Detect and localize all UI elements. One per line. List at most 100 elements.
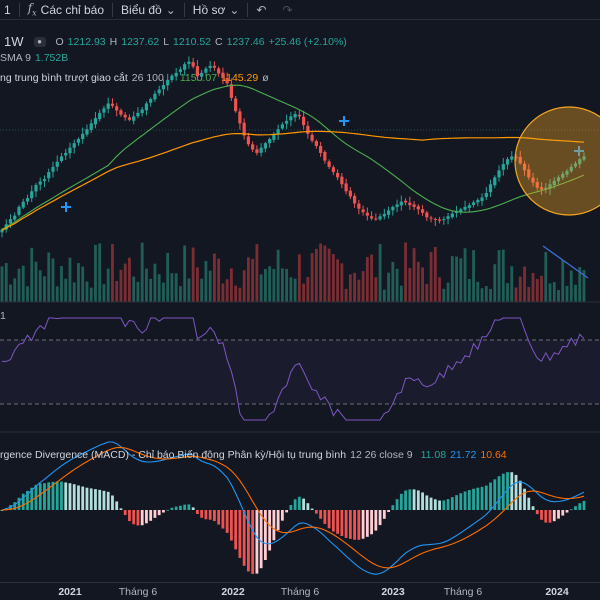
volume-bar xyxy=(314,248,318,302)
template-menu-button[interactable]: Hồ sơ ⌄ xyxy=(185,0,248,20)
candle-body xyxy=(319,145,323,153)
volume-bar xyxy=(319,243,323,302)
macd-histogram-bar xyxy=(472,488,475,510)
volume-bar xyxy=(13,278,17,302)
macd-histogram-bar xyxy=(208,510,212,520)
volume-bar xyxy=(200,278,204,302)
ma-cross-params: 26 100 xyxy=(131,72,164,84)
candle-body xyxy=(166,79,170,86)
volume-bar xyxy=(416,261,420,302)
volume-bar xyxy=(119,269,123,302)
volume-bar xyxy=(382,289,386,302)
candle-body xyxy=(510,156,514,160)
volume-bar xyxy=(170,273,174,302)
macd-histogram-bar xyxy=(293,499,297,510)
chart-menu-button[interactable]: Biểu đồ ⌄ xyxy=(113,0,184,20)
candle-body xyxy=(144,103,149,111)
volume-bar xyxy=(77,263,80,302)
volume-bar xyxy=(60,266,63,302)
candle-body xyxy=(378,216,382,220)
candle-body xyxy=(573,163,578,167)
candle-body xyxy=(306,125,310,134)
chart-menu-label: Biểu đồ xyxy=(121,2,162,17)
macd-histogram-bar xyxy=(94,489,97,510)
ma-slow-value: 1145.29 xyxy=(221,72,259,84)
macd-histogram-bar xyxy=(416,490,420,510)
volume-bar xyxy=(582,270,586,302)
candle-body xyxy=(310,134,314,141)
macd-histogram-bar xyxy=(455,495,458,510)
chart-canvas[interactable] xyxy=(0,0,600,582)
volume-bar xyxy=(336,259,340,302)
candle-body xyxy=(234,98,238,112)
macd-histogram-bar xyxy=(314,510,318,514)
macd-histogram-bar xyxy=(365,510,369,537)
candle-body xyxy=(374,218,378,220)
redo-button[interactable]: ↷ xyxy=(274,0,300,20)
candle-body xyxy=(297,114,301,117)
candle-body xyxy=(204,68,208,73)
macd-histogram-bar xyxy=(535,510,539,515)
candle-body xyxy=(361,209,365,213)
time-axis[interactable]: 2021 Tháng 6 2022 Tháng 6 2023 Tháng 6 2… xyxy=(0,582,600,600)
candle-body xyxy=(30,191,34,199)
volume-bar xyxy=(548,283,552,302)
candle-body xyxy=(493,177,497,186)
candle-body xyxy=(140,109,144,114)
toolbar-divider xyxy=(247,2,249,17)
macd-histogram-bar xyxy=(246,510,250,572)
macd-histogram-bar xyxy=(200,510,204,518)
volume-bar xyxy=(514,287,518,302)
indicators-button[interactable]: fx Các chỉ báo xyxy=(20,0,112,20)
macd-histogram-bar xyxy=(497,476,501,510)
volume-bar xyxy=(85,281,89,302)
macd-histogram-bar xyxy=(433,499,437,510)
macd-histogram-bar xyxy=(55,481,59,510)
candle-body xyxy=(98,112,102,120)
volume-bar xyxy=(149,278,153,302)
volume-sma-value: 1.752B xyxy=(34,52,69,64)
volume-bar xyxy=(132,276,136,302)
macd-histogram-bar xyxy=(196,510,199,514)
macd-histogram-bar xyxy=(548,510,552,523)
candle-body xyxy=(527,169,531,178)
macd-histogram-bar xyxy=(429,497,433,510)
macd-histogram-bar xyxy=(438,500,441,510)
eye-icon[interactable]: ● xyxy=(33,36,46,47)
volume-bar xyxy=(115,280,119,302)
candle-body xyxy=(285,120,289,124)
candle-body xyxy=(408,202,412,206)
volume-bar xyxy=(357,279,361,302)
symbol-partial-label: 1 xyxy=(4,2,11,17)
undo-button[interactable]: ↶ xyxy=(248,0,274,20)
candle-body xyxy=(221,72,225,79)
macd-histogram-bar xyxy=(149,510,153,521)
macd-histogram-bar xyxy=(531,506,535,510)
volume-bar xyxy=(484,286,488,302)
macd-histogram-bar xyxy=(336,510,340,534)
candle-body xyxy=(293,113,297,118)
macd-histogram-bar xyxy=(565,510,569,513)
volume-bar xyxy=(0,266,4,302)
volume-bar xyxy=(204,261,208,302)
candle-body xyxy=(429,217,433,219)
candle-body xyxy=(561,173,565,178)
candle-body xyxy=(463,206,467,210)
volume-bar xyxy=(221,283,225,302)
volume-bar xyxy=(455,256,458,302)
candle-body xyxy=(531,177,535,183)
volume-bar xyxy=(81,266,85,302)
volume-bar xyxy=(395,268,399,302)
macd-histogram-bar xyxy=(204,510,208,520)
macd-histogram-bar xyxy=(183,504,187,510)
symbol-search-button[interactable]: 1 xyxy=(0,0,19,20)
redo-icon: ↷ xyxy=(282,2,293,17)
volume-bar xyxy=(544,252,548,302)
candle-body xyxy=(437,219,442,221)
volume-bar xyxy=(472,250,475,302)
volume-bar xyxy=(280,268,284,302)
volume-bar xyxy=(145,268,148,302)
macd-histogram-bar xyxy=(102,490,106,510)
macd-histogram-bar xyxy=(323,510,327,524)
volume-bar xyxy=(213,253,216,302)
